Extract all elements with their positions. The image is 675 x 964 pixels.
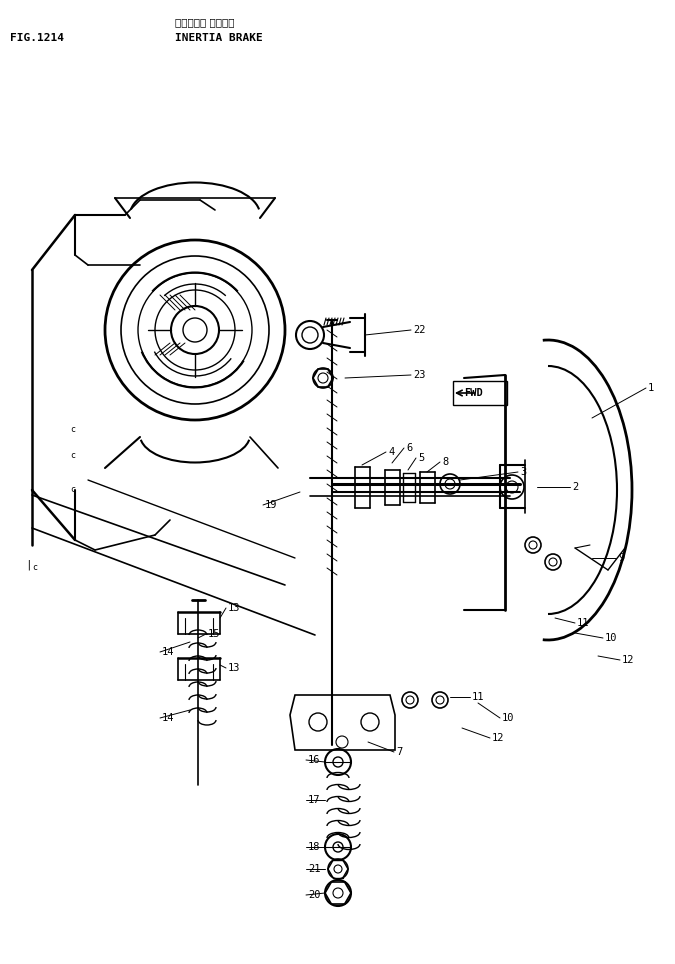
Text: FWD: FWD	[464, 388, 483, 398]
Text: 21: 21	[308, 864, 321, 874]
Text: 13: 13	[228, 603, 240, 613]
Text: 11: 11	[577, 618, 589, 628]
Text: |: |	[25, 560, 32, 571]
Text: c: c	[70, 450, 75, 460]
Text: 15: 15	[208, 629, 221, 639]
Text: 12: 12	[492, 733, 504, 743]
Text: 18: 18	[308, 842, 321, 852]
Text: 10: 10	[605, 633, 618, 643]
Text: INERTIA BRAKE: INERTIA BRAKE	[175, 33, 263, 43]
Text: 4: 4	[388, 447, 394, 457]
Text: 12: 12	[622, 655, 634, 665]
Text: 20: 20	[308, 890, 321, 900]
Text: 23: 23	[413, 370, 425, 380]
Text: 17: 17	[308, 795, 321, 805]
Text: c: c	[32, 564, 37, 573]
Text: FIG.1214: FIG.1214	[10, 33, 64, 43]
Text: 8: 8	[442, 457, 448, 467]
Text: 22: 22	[413, 325, 425, 335]
Text: 9: 9	[618, 553, 624, 563]
Text: c: c	[70, 425, 75, 435]
Text: 7: 7	[396, 747, 402, 757]
Text: 6: 6	[406, 443, 412, 453]
Text: 5: 5	[418, 453, 425, 463]
Text: 19: 19	[265, 500, 277, 510]
Text: c: c	[70, 486, 75, 495]
Text: 14: 14	[162, 647, 175, 657]
Text: 13: 13	[228, 663, 240, 673]
Text: 14: 14	[162, 713, 175, 723]
Text: 1: 1	[648, 383, 654, 393]
Text: イナーシャ ブレーキ: イナーシャ ブレーキ	[175, 17, 234, 27]
Text: 3: 3	[520, 467, 526, 477]
Text: 2: 2	[572, 482, 578, 492]
Text: 10: 10	[502, 713, 514, 723]
Text: 11: 11	[472, 692, 485, 702]
Text: 16: 16	[308, 755, 321, 765]
